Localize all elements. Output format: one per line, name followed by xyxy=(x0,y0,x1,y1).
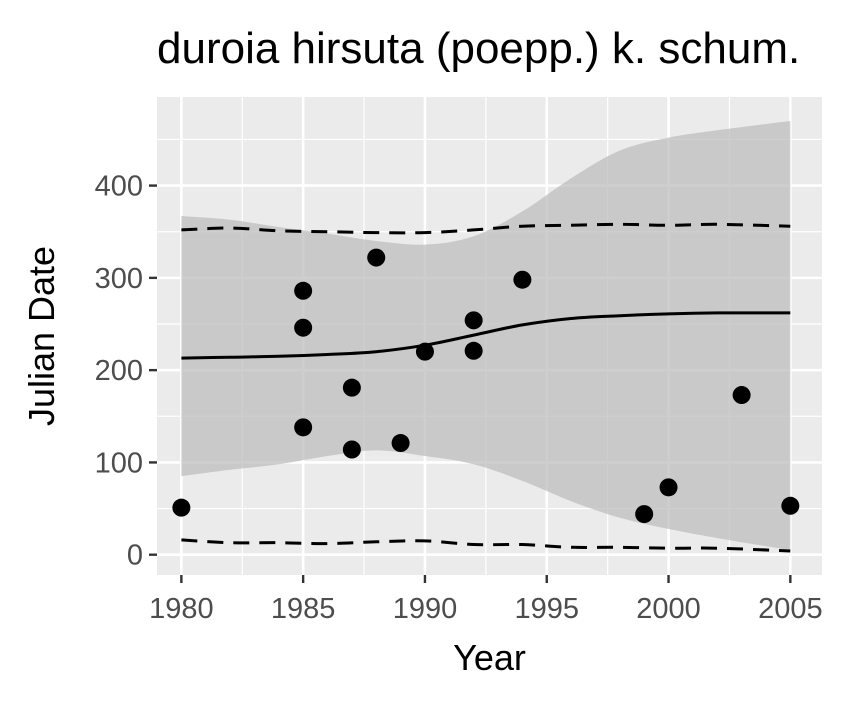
data-point xyxy=(464,311,483,330)
prediction-interval-lower-line xyxy=(181,538,791,553)
x-tick-label: 2005 xyxy=(758,593,823,625)
data-point xyxy=(635,505,654,524)
y-axis-title: Julian Date xyxy=(21,246,62,426)
y-tick-label: 100 xyxy=(95,447,143,479)
data-points xyxy=(172,248,800,524)
y-axis: 0 100 200 300 400 xyxy=(95,171,157,572)
x-tick-label: 1980 xyxy=(149,593,214,625)
y-tick-label: 0 xyxy=(127,540,143,572)
y-tick-label: 400 xyxy=(95,171,143,203)
data-point xyxy=(294,318,313,337)
data-point xyxy=(659,478,678,497)
x-tick-label: 1995 xyxy=(514,593,579,625)
x-tick-label: 1985 xyxy=(271,593,336,625)
data-point xyxy=(342,378,361,397)
data-point xyxy=(464,341,483,360)
data-point xyxy=(415,342,434,361)
data-point xyxy=(732,386,751,405)
data-point xyxy=(513,270,532,289)
y-tick-label: 200 xyxy=(95,355,143,387)
x-tick-label: 1990 xyxy=(393,593,458,625)
confidence-band xyxy=(181,121,791,551)
x-axis: 1980 1985 1990 1995 2000 2005 xyxy=(149,575,823,625)
data-point xyxy=(391,434,410,453)
data-point xyxy=(294,281,313,300)
data-point xyxy=(294,418,313,437)
x-tick-label: 2000 xyxy=(636,593,701,625)
x-axis-title: Year xyxy=(453,637,526,678)
y-tick-label: 300 xyxy=(95,263,143,295)
prediction-interval-upper-line xyxy=(181,222,791,235)
data-point xyxy=(367,248,386,267)
chart-title: duroia hirsuta (poepp.) k. schum. xyxy=(157,24,800,73)
fit-line xyxy=(181,311,791,360)
data-point xyxy=(342,440,361,459)
data-point xyxy=(781,496,800,515)
data-point xyxy=(172,498,191,517)
